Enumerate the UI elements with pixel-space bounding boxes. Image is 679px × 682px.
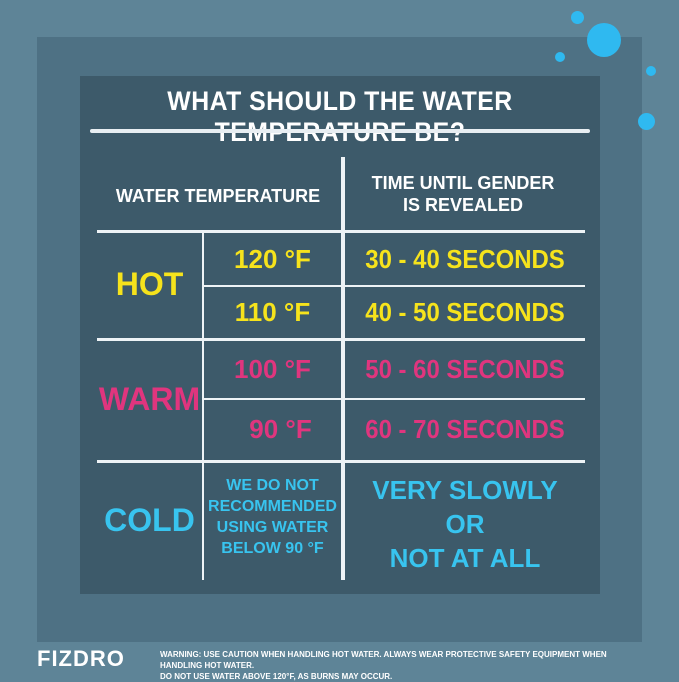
row-divider-warm-cold	[97, 460, 585, 463]
bubble-decoration	[571, 11, 584, 24]
cold-note: WE DO NOT RECOMMENDED USING WATER BELOW …	[204, 475, 341, 559]
cold-time-line: NOT AT ALL	[389, 543, 541, 573]
category-hot: HOT	[115, 266, 184, 302]
brand-logo: FIZDRO	[37, 646, 125, 671]
cold-time-line: VERY SLOWLY	[372, 475, 558, 505]
row-divider-hot-inner	[204, 285, 585, 287]
cold-note-line: WE DO NOT	[226, 477, 319, 494]
cold-note-line: BELOW 90 °F	[221, 540, 324, 557]
vertical-divider-main	[341, 157, 345, 580]
cold-time: VERY SLOWLY OR NOT AT ALL	[345, 473, 585, 575]
header-time-line1: TIME UNTIL GENDER	[371, 173, 555, 193]
time-40-50: 40 - 50 SECONDS	[365, 297, 565, 327]
category-warm: WARM	[98, 381, 201, 417]
page-title: WHAT SHOULD THE WATER TEMPERATURE BE?	[167, 86, 513, 147]
bubble-decoration	[638, 113, 655, 130]
time-30-40: 30 - 40 SECONDS	[365, 244, 565, 274]
temp-110: 110 °F	[234, 297, 311, 327]
cold-time-line: OR	[445, 509, 485, 539]
temperature-card	[80, 76, 600, 594]
category-cold: COLD	[104, 502, 195, 538]
warning-line1: WARNING: USE CAUTION WHEN HANDLING HOT W…	[160, 650, 607, 670]
temp-120: 120 °F	[234, 244, 311, 274]
row-divider-header	[97, 230, 585, 233]
warning-line2: DO NOT USE WATER ABOVE 120°F, AS BURNS M…	[160, 672, 393, 681]
header-time-until-revealed: TIME UNTIL GENDER IS REVEALED	[348, 172, 578, 216]
time-50-60: 50 - 60 SECONDS	[365, 354, 565, 384]
row-divider-hot-warm	[97, 338, 585, 341]
cold-note-line: RECOMMENDED	[208, 498, 337, 515]
temp-90: 90 °F	[249, 414, 312, 444]
header-water-temperature: WATER TEMPERATURE	[115, 186, 321, 206]
header-time-line2: IS REVEALED	[402, 195, 524, 215]
time-60-70: 60 - 70 SECONDS	[365, 414, 565, 444]
vertical-divider-category	[202, 232, 204, 580]
bubble-decoration	[646, 66, 656, 76]
bubble-decoration	[587, 23, 621, 57]
cold-note-line: USING WATER	[216, 519, 329, 536]
bubble-decoration	[555, 52, 565, 62]
safety-warning: WARNING: USE CAUTION WHEN HANDLING HOT W…	[160, 649, 630, 682]
temp-100: 100 °F	[234, 354, 311, 384]
row-divider-warm-inner	[204, 398, 585, 400]
title-underline	[90, 129, 590, 133]
